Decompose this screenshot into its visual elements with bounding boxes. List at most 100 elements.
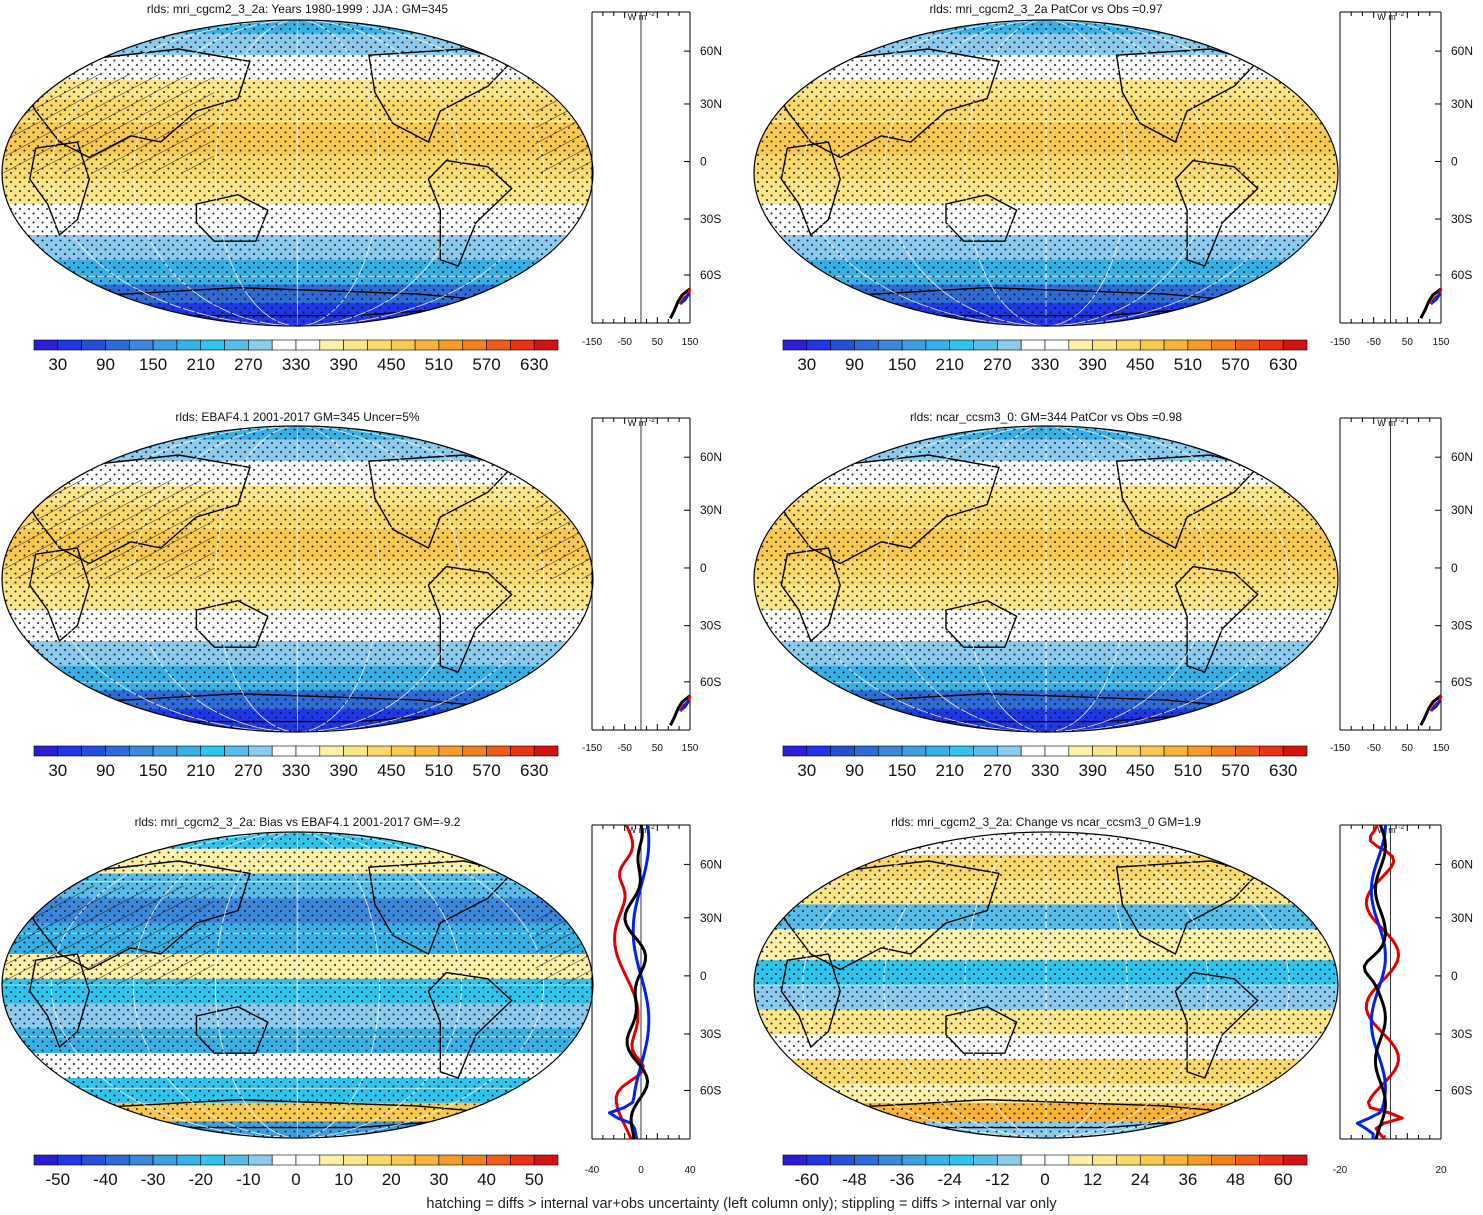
colorbar-swatch [486,745,511,757]
colorbar-swatch [1092,745,1117,757]
panel-title: rlds: mri_cgcm2_3_2a: Years 1980-1999 : … [147,2,448,16]
colorbar-tick-label: 150 [888,355,916,374]
colorbar-tick-label: -36 [890,1170,915,1189]
colorbar-tick-label: 630 [1269,355,1297,374]
colorbar-tick-label: 210 [936,761,964,780]
colorbar-swatch [1163,745,1189,757]
colorbar-swatch [248,1154,273,1166]
colorbar-swatch [57,1154,82,1166]
colorbar-swatch [533,339,559,351]
hatching-overlay [535,95,593,173]
colorbar-tick-label: 630 [520,355,548,374]
colorbar-swatch [33,745,59,757]
panel-title: rlds: ncar_ccsm3_0: GM=344 PatCor vs Obs… [910,410,1182,424]
colorbar-swatch [33,1154,59,1166]
colorbar-tick-label: 210 [936,355,964,374]
colorbar-swatch [1211,1154,1236,1166]
colorbar-swatch [295,339,321,351]
colorbar-swatch [1044,745,1070,757]
colorbar-tick-label: 390 [1078,355,1106,374]
colorbar-tick-label: 210 [187,355,215,374]
colorbar-swatch [925,339,951,351]
colorbar-swatch [57,745,82,757]
colorbar-swatch [343,1154,368,1166]
unit-exponent: -2 [649,11,655,18]
colorbar-tick-label: 570 [472,761,500,780]
profile-x-tick-label: -150 [582,337,602,348]
unit-exponent: -2 [1399,824,1405,831]
colorbar-swatch [1163,339,1189,351]
colorbar-swatch [248,339,273,351]
colorbar-swatch [877,1154,903,1166]
colorbar-swatch [390,339,416,351]
colorbar-swatch [806,1154,831,1166]
colorbar-swatch [319,1154,344,1166]
profile-x-tick-label: 150 [682,337,699,348]
lat-tick-label: 60N [1451,450,1473,464]
zonal-mean-curve [669,694,691,726]
colorbar-swatch [877,339,903,351]
colorbar-swatch [806,745,831,757]
colorbar-swatch [782,339,808,351]
colorbar-swatch [949,1154,974,1166]
hatching-overlay [535,907,593,985]
panel-6: rlds: mri_cgcm2_3_2a: Change vs ncar_ccs… [753,815,1473,1189]
zonal-mean-curve [1419,694,1442,726]
colorbar-tick-label: 450 [1126,355,1154,374]
colorbar-swatch [1116,1154,1141,1166]
colorbar-tick-label: -24 [937,1170,962,1189]
colorbar-swatch [200,745,225,757]
panel-2: rlds: mri_cgcm2_3_2a PatCor vs Obs =0.97… [753,2,1473,374]
colorbar-tick-label: -40 [93,1170,118,1189]
colorbar-swatch [343,339,368,351]
colorbar-swatch [462,745,487,757]
unit-label: W m [1377,418,1396,428]
colorbar-swatch [1211,745,1236,757]
colorbar-tick-label: 570 [472,355,500,374]
colorbar-swatch [414,1154,440,1166]
colorbar-swatch [973,745,998,757]
colorbar-tick-label: 270 [234,761,262,780]
colorbar-swatch [1259,745,1284,757]
lat-tick-label: 60S [700,675,721,689]
colorbar-swatch [367,745,392,757]
colorbar-tick-label: 630 [1269,761,1297,780]
colorbar-swatch [925,1154,951,1166]
panel-title: rlds: EBAF4.1 2001-2017 GM=345 Uncer=5% [175,410,419,424]
unit-label: W m [1377,12,1396,22]
colorbar-swatch [782,1154,808,1166]
colorbar-swatch [1020,1154,1046,1166]
colorbar-swatch [438,1154,464,1166]
colorbar-swatch [57,339,82,351]
lat-tick-label: 0 [700,561,707,575]
colorbar-tick-label: 150 [139,761,167,780]
colorbar-tick-label: 390 [329,761,357,780]
hatching-overlay [2,885,215,985]
lat-tick-label: 60N [1451,857,1473,871]
lat-tick-label: 60S [1451,268,1472,282]
profile-x-tick-label: -150 [582,743,602,754]
colorbar-tick-label: 30 [48,761,67,780]
colorbar-tick-label: 450 [377,761,405,780]
colorbar-swatch [1211,339,1236,351]
colorbar-swatch [877,745,903,757]
colorbar-tick-label: 390 [329,355,357,374]
zonal-mean-plot: W m -2 60N 30N 0 30S 60S -150 -50 50 150 [582,417,722,754]
zonal-mean-curve [680,292,691,304]
colorbar-tick-label: 570 [1221,761,1249,780]
colorbar-swatch [510,339,535,351]
colorbar-swatch [343,745,368,757]
map-border [753,19,1339,327]
colorbar-swatch [200,1154,225,1166]
colorbar-swatch [224,339,249,351]
colorbar-tick-label: 24 [1131,1170,1150,1189]
colorbar-swatch [1187,745,1213,757]
colorbar-swatch [782,745,808,757]
map-border [1,19,594,327]
lat-tick-label: 60N [700,44,722,58]
lat-tick-label: 30S [700,212,721,226]
colorbar-swatch [1044,1154,1070,1166]
colorbar-swatch [390,1154,416,1166]
colorbar-swatch [152,339,178,351]
colorbar-swatch [510,745,535,757]
